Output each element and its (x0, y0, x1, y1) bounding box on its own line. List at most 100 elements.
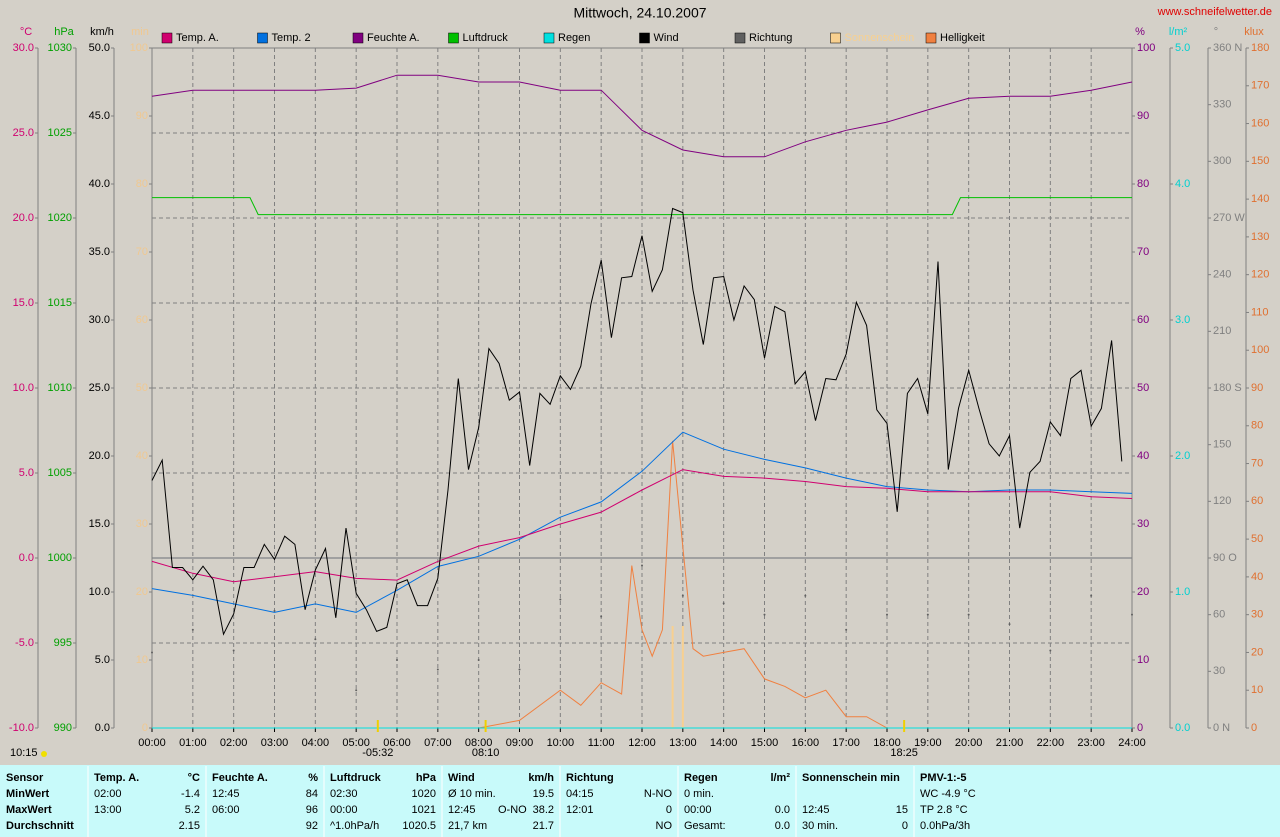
y-tick-label: 25.0 (89, 382, 110, 394)
y-tick-label: 10 (136, 654, 148, 666)
table-cell: km/h (528, 772, 554, 784)
y-tick-label: 0.0 (1175, 722, 1190, 734)
y-tick-label: 90 (1137, 110, 1149, 122)
y-tick-label: 15.0 (89, 518, 110, 530)
y-tick-label: 60 (1137, 314, 1149, 326)
y-tick-label: 1005 (48, 467, 72, 479)
y-tick-label: 25.0 (13, 127, 34, 139)
legend-swatch (543, 32, 555, 44)
y-tick-label: 20 (1137, 586, 1149, 598)
table-cell: 0 (666, 804, 672, 816)
legend-label: Luftdruck (463, 32, 509, 44)
series-dot (518, 668, 521, 671)
legend-label: Temp. A. (176, 32, 219, 44)
table-cell: 5.2 (185, 804, 200, 816)
y-tick-label: 60 (1251, 495, 1263, 507)
y-tick-label: 0 N (1213, 722, 1230, 734)
series-dot (151, 651, 153, 654)
table-cell: Richtung (566, 772, 614, 784)
table-cell: 1020.5 (402, 820, 436, 832)
series-dot (273, 609, 276, 612)
legend-label: Feuchte A. (367, 32, 420, 44)
series-dot (1008, 623, 1011, 626)
y-tick-label: 240 (1213, 269, 1231, 281)
y-tick-label: 150 (1251, 155, 1269, 167)
table-cell: PMV-1:-5 (920, 772, 966, 784)
series-dot (600, 615, 603, 618)
table-cell: 02:30 (330, 788, 358, 800)
legend-swatch (639, 32, 650, 44)
y-tick-label: 70 (1137, 246, 1149, 258)
legend-label: Richtung (749, 32, 792, 44)
y-tick-label: 1030 (48, 42, 72, 54)
table-cell: 0.0 (775, 820, 790, 832)
y-tick-label: 50 (1251, 533, 1263, 545)
x-tick-label: 05:00 (342, 737, 370, 749)
y-tick-label: 30 (1137, 518, 1149, 530)
row-label: MinWert (6, 788, 50, 800)
y-tick-label: 3.0 (1175, 314, 1190, 326)
annotation: 08:10 (472, 747, 500, 759)
y-tick-label: 1025 (48, 127, 72, 139)
y-tick-label: 0 (142, 722, 148, 734)
table-cell: hPa (416, 772, 437, 784)
y-tick-label: 40 (1137, 450, 1149, 462)
x-tick-label: 14:00 (710, 737, 738, 749)
row-label: Durchschnitt (6, 820, 74, 832)
y-tick-label: 130 (1251, 231, 1269, 243)
series-dot (845, 628, 848, 631)
y-tick-label: 10.0 (89, 586, 110, 598)
axis-unit: klux (1244, 26, 1264, 38)
y-tick-label: 1000 (48, 552, 72, 564)
y-tick-label: 30 (1213, 665, 1225, 677)
table-cell: WC -4.9 °C (920, 788, 976, 800)
series-dot (763, 613, 766, 616)
legend-swatch (161, 32, 173, 44)
table-cell: O-NO (498, 804, 527, 816)
legend-swatch (448, 32, 459, 44)
y-tick-label: 0.0 (95, 722, 110, 734)
y-tick-label: 150 (1213, 439, 1231, 451)
series-line (151, 74, 1133, 158)
axis-unit: min (131, 26, 149, 38)
series-dot (314, 638, 317, 641)
annotation: 18:25 (890, 747, 918, 759)
y-tick-label: 50 (1137, 382, 1149, 394)
y-tick-label: 110 (1251, 306, 1269, 318)
x-tick-label: 07:00 (424, 737, 452, 749)
table-cell: 12:45 (212, 788, 240, 800)
table-background (0, 765, 1280, 837)
table-cell: ^1.0hPa/h (330, 820, 379, 832)
table-cell: 1021 (412, 804, 436, 816)
chart-title: Mittwoch, 24.10.2007 (573, 5, 706, 21)
series-dot (559, 598, 562, 601)
y-tick-label: 80 (1251, 420, 1263, 432)
table-cell: Luftdruck (330, 772, 382, 784)
y-tick-label: 1020 (48, 212, 72, 224)
x-tick-label: 21:00 (996, 737, 1024, 749)
table-cell: 84 (306, 788, 318, 800)
y-tick-label: 5.0 (1175, 42, 1190, 54)
table-cell: 21,7 km (448, 820, 487, 832)
y-tick-label: 80 (136, 178, 148, 190)
table-cell: 19.5 (533, 788, 554, 800)
series-dot (804, 594, 807, 597)
table-cell: 15 (896, 804, 908, 816)
legend-swatch (830, 32, 841, 44)
y-tick-label: 1015 (48, 297, 72, 309)
table-cell: 96 (306, 804, 318, 816)
sun-icon (41, 751, 47, 757)
table-cell: NO (656, 820, 673, 832)
y-tick-label: 0.0 (19, 552, 34, 564)
table-cell: 1020 (412, 788, 436, 800)
y-tick-label: 20.0 (13, 212, 34, 224)
y-tick-label: -5.0 (15, 637, 34, 649)
y-tick-label: 30.0 (89, 314, 110, 326)
x-tick-label: 04:00 (302, 737, 330, 749)
series-line (478, 440, 898, 729)
y-tick-label: 120 (1251, 269, 1269, 281)
y-tick-label: 100 (130, 42, 148, 54)
y-tick-label: 1010 (48, 382, 72, 394)
